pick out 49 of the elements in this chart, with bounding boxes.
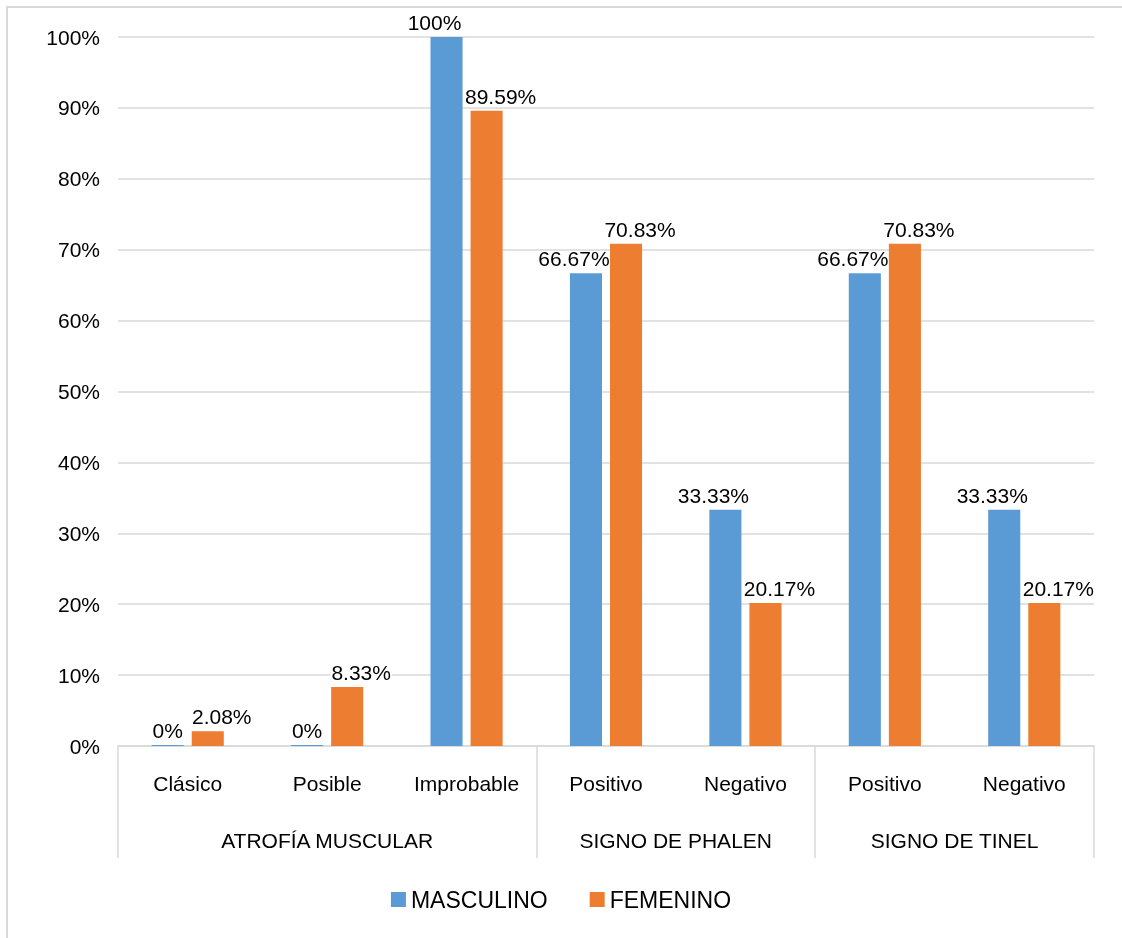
text: SIGNO DE TINEL xyxy=(870,828,1039,852)
bar xyxy=(1028,602,1061,746)
legend-label: FEMENINO xyxy=(609,886,732,913)
y-tick-label: 20% xyxy=(57,592,100,616)
bar xyxy=(430,37,463,746)
data-label: 89.59% xyxy=(465,84,537,108)
legend-label: MASCULINO xyxy=(410,886,548,913)
x-tick-label: Negativo xyxy=(703,772,787,795)
y-tick-label: 80% xyxy=(57,167,100,191)
y-tick-label: 10% xyxy=(57,663,100,687)
bar xyxy=(610,243,643,746)
y-tick-label: 60% xyxy=(57,309,100,333)
bar xyxy=(331,686,364,746)
data-label: 2.08% xyxy=(191,705,252,729)
y-tick-label: 0% xyxy=(69,734,100,758)
data-label: 8.33% xyxy=(331,660,391,684)
data-label: 70.83% xyxy=(604,217,676,241)
data-label: 0% xyxy=(291,719,323,742)
data-label: 33.33% xyxy=(677,483,749,507)
x-tick-label: Posible xyxy=(292,772,362,795)
data-label: 20.17% xyxy=(1022,576,1094,600)
text: SIGNO DE PHALEN xyxy=(579,828,772,852)
y-tick-label: 40% xyxy=(57,450,100,474)
bar xyxy=(888,243,921,746)
bar xyxy=(569,273,602,746)
data-label: 70.83% xyxy=(883,217,955,241)
y-tick-label: 70% xyxy=(57,238,100,262)
x-tick-label: Positivo xyxy=(848,772,922,795)
x-tick-label: Clásico xyxy=(153,772,223,795)
y-tick-label: 30% xyxy=(57,521,100,545)
data-label: 66.67% xyxy=(817,247,889,271)
y-tick-label: 90% xyxy=(57,96,100,120)
bar xyxy=(749,602,782,746)
text: ATROFÍA MUSCULAR xyxy=(221,828,434,852)
y-tick-label: 50% xyxy=(57,380,100,403)
bar xyxy=(709,509,742,746)
data-label: 100% xyxy=(407,11,462,34)
bar xyxy=(988,509,1021,746)
x-tick-label: Improbable xyxy=(414,772,520,795)
x-tick-label: Positivo xyxy=(569,772,643,795)
data-label: 66.67% xyxy=(538,247,610,271)
bar xyxy=(191,731,224,746)
y-tick-label: 100% xyxy=(46,25,100,49)
bar xyxy=(848,273,881,746)
data-label: 20.17% xyxy=(743,576,816,600)
data-label: 0% xyxy=(152,719,183,742)
data-label: 33.33% xyxy=(956,483,1028,507)
bar xyxy=(470,110,503,746)
x-tick-label: Negativo xyxy=(982,772,1066,795)
